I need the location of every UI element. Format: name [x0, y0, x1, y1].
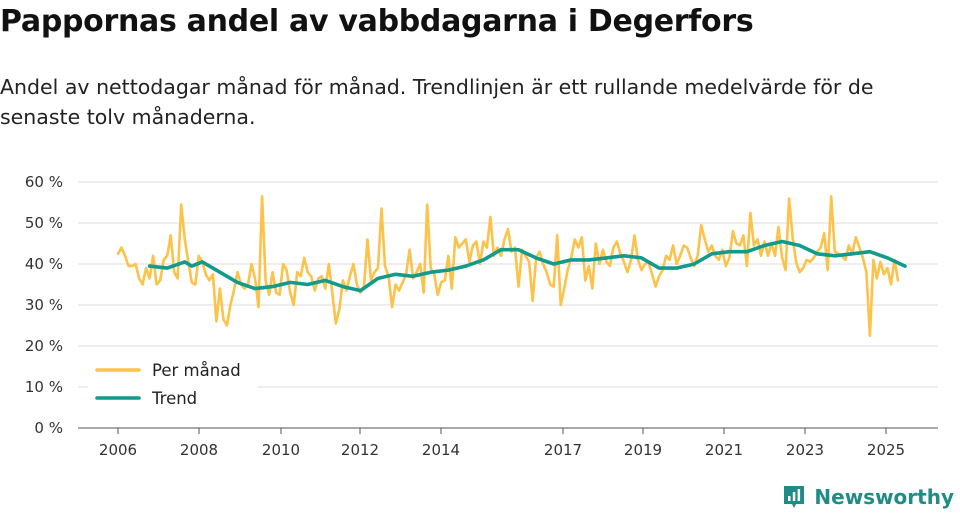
y-tick-label: 20 % — [25, 337, 63, 355]
x-tick-label: 2014 — [422, 441, 460, 459]
x-tick-label: 2019 — [624, 441, 662, 459]
x-axis: 2006 2008 2010 2012 2014 2017 2019 2021 2023 2025 — [99, 428, 905, 459]
legend-background — [88, 354, 258, 414]
newsworthy-logo-icon — [784, 486, 805, 508]
x-tick-label: 2012 — [341, 441, 379, 459]
x-tick-label: 2025 — [867, 441, 905, 459]
x-tick-label: 2006 — [99, 441, 137, 459]
series — [116, 195, 907, 338]
x-tick-label: 2023 — [786, 441, 824, 459]
y-tick-label: 0 % — [34, 419, 63, 437]
x-tick-label: 2021 — [705, 441, 743, 459]
legend: Per månad Trend — [88, 354, 258, 414]
chart-subtitle: Andel av nettodagar månad för månad. Tre… — [0, 75, 874, 129]
chart-title: Pappornas andel av vabbdagarna i Degerfo… — [0, 4, 754, 39]
x-tick-label: 2008 — [180, 441, 218, 459]
series-line-per-manad — [116, 195, 900, 338]
line-chart: 0 % 10 % 20 % 30 % 40 % 50 % 60 % 2006 2008 2010… — [25, 173, 938, 459]
y-tick-label: 30 % — [25, 296, 63, 314]
legend-label-trend: Trend — [151, 389, 197, 408]
y-axis: 0 % 10 % 20 % 30 % 40 % 50 % 60 % — [25, 173, 63, 437]
y-tick-label: 40 % — [25, 255, 63, 273]
brand-logo: Newsworthy — [782, 484, 954, 510]
x-tick-label: 2017 — [544, 441, 582, 459]
legend-label-per-manad: Per månad — [152, 361, 241, 380]
y-tick-label: 50 % — [25, 214, 63, 232]
brand-name: Newsworthy — [814, 485, 954, 509]
series-line-trend — [147, 239, 907, 293]
x-tick-label: 2010 — [262, 441, 300, 459]
y-tick-label: 10 % — [25, 378, 63, 396]
y-tick-label: 60 % — [25, 173, 63, 191]
